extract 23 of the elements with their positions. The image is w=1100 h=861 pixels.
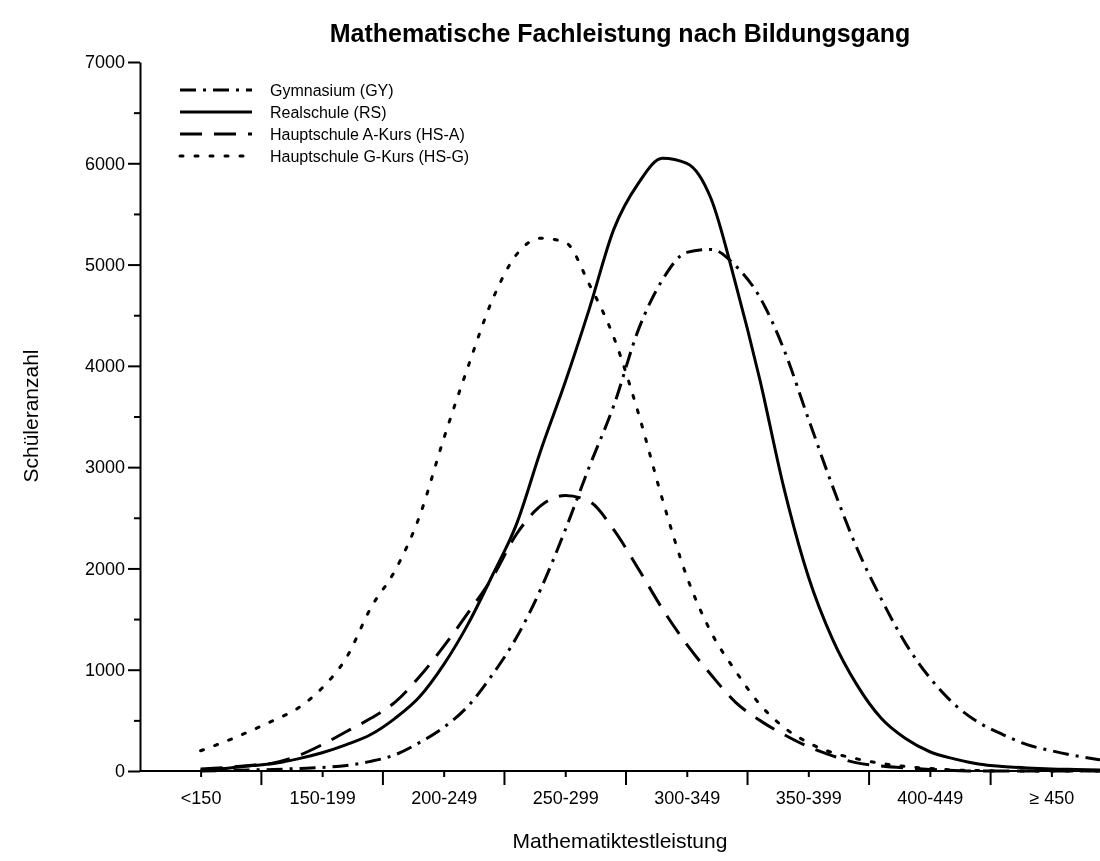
y-tick-label: 1000 (84, 659, 125, 680)
y-tick-label: 0 (114, 761, 125, 782)
legend-label: Hauptschule G-Kurs (HS-G) (270, 148, 470, 165)
x-tick-label: <150 (180, 787, 222, 808)
legend-label: Realschule (RS) (270, 104, 387, 121)
y-axis-title: Schüleranzahl (19, 349, 42, 483)
y-tick-label: 3000 (84, 457, 125, 478)
x-tick-label: 350-399 (775, 787, 842, 808)
legend-label: Hauptschule A-Kurs (HS-A) (270, 126, 465, 143)
x-tick-label: 300-349 (654, 787, 721, 808)
y-tick-label: 2000 (84, 558, 125, 579)
x-tick-label: 250-299 (532, 787, 599, 808)
y-tick-label: 7000 (84, 52, 125, 73)
x-tick-label: 150-199 (289, 787, 356, 808)
x-axis-title: Mathematiktestleistung (512, 829, 728, 852)
legend-label: Gymnasium (GY) (270, 82, 394, 99)
chart-title: Mathematische Fachleistung nach Bildungsgang (329, 19, 911, 47)
x-tick-label: ≥ 450 (1029, 787, 1075, 808)
x-tick-label: 200-249 (411, 787, 478, 808)
y-tick-label: 5000 (84, 254, 125, 275)
x-tick-label: 400-449 (897, 787, 964, 808)
y-tick-label: 6000 (84, 153, 125, 174)
y-tick-label: 4000 (84, 356, 125, 377)
